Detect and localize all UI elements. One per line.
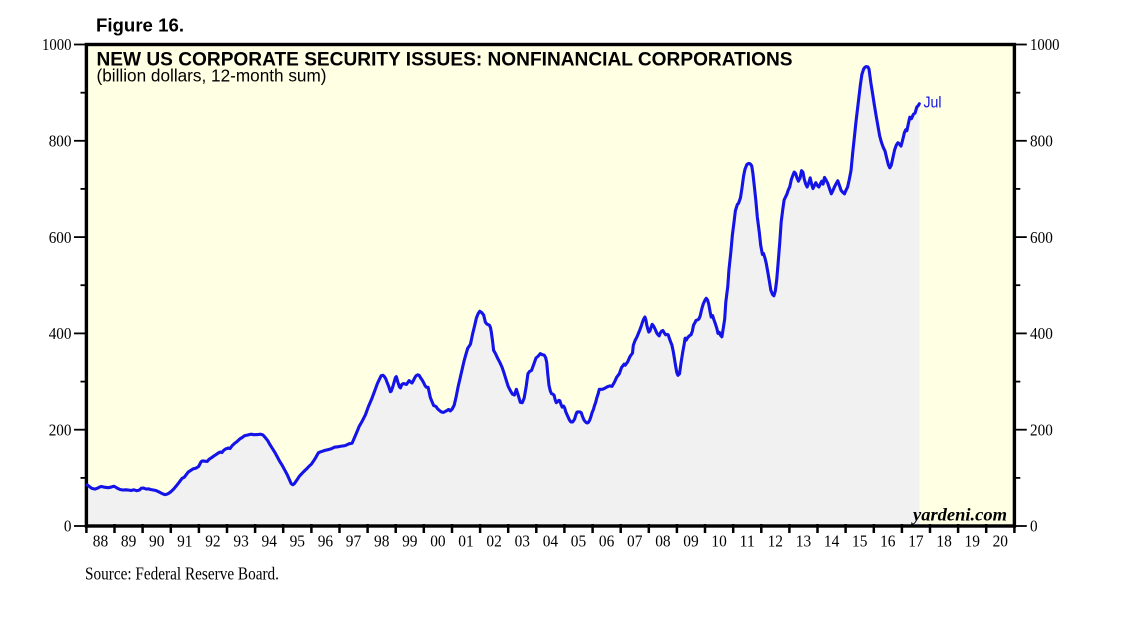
svg-text:20: 20 (993, 532, 1008, 551)
svg-text:08: 08 (655, 532, 670, 551)
svg-text:yardeni.com: yardeni.com (911, 505, 1007, 525)
svg-text:600: 600 (49, 228, 72, 247)
svg-text:99: 99 (402, 532, 417, 551)
svg-text:05: 05 (571, 532, 586, 551)
svg-text:03: 03 (515, 532, 530, 551)
svg-text:93: 93 (233, 532, 248, 551)
svg-text:0: 0 (64, 517, 72, 536)
svg-text:04: 04 (543, 532, 559, 551)
svg-text:96: 96 (318, 532, 334, 551)
svg-text:1000: 1000 (1030, 35, 1060, 54)
svg-text:10: 10 (711, 532, 726, 551)
svg-text:11: 11 (740, 532, 755, 551)
svg-text:95: 95 (290, 532, 305, 551)
svg-text:06: 06 (599, 532, 615, 551)
svg-text:18: 18 (936, 532, 951, 551)
svg-text:600: 600 (1030, 228, 1053, 247)
svg-text:89: 89 (121, 532, 136, 551)
svg-text:400: 400 (49, 324, 72, 343)
svg-text:02: 02 (486, 532, 501, 551)
svg-text:14: 14 (824, 532, 840, 551)
svg-text:400: 400 (1030, 324, 1053, 343)
svg-text:94: 94 (262, 532, 278, 551)
svg-text:200: 200 (49, 420, 72, 439)
svg-text:00: 00 (430, 532, 445, 551)
svg-text:91: 91 (177, 532, 192, 551)
svg-text:92: 92 (205, 532, 220, 551)
svg-text:19: 19 (965, 532, 980, 551)
svg-text:15: 15 (852, 532, 867, 551)
svg-text:800: 800 (49, 132, 72, 151)
svg-text:13: 13 (796, 532, 811, 551)
svg-text:98: 98 (374, 532, 389, 551)
svg-text:Jul: Jul (924, 95, 942, 112)
svg-text:NEW US CORPORATE SECURITY ISSU: NEW US CORPORATE SECURITY ISSUES: NONFIN… (97, 50, 793, 71)
svg-text:1000: 1000 (42, 35, 72, 54)
svg-text:90: 90 (149, 532, 164, 551)
svg-text:200: 200 (1030, 420, 1053, 439)
svg-text:07: 07 (627, 532, 643, 551)
svg-text:88: 88 (93, 532, 108, 551)
svg-text:0: 0 (1030, 517, 1038, 536)
svg-text:97: 97 (346, 532, 362, 551)
svg-text:09: 09 (683, 532, 698, 551)
svg-text:01: 01 (458, 532, 473, 551)
svg-text:17: 17 (908, 532, 924, 551)
svg-text:Figure 16.: Figure 16. (96, 16, 184, 36)
svg-text:(billion dollars, 12-month sum: (billion dollars, 12-month sum) (97, 66, 327, 86)
svg-text:Source: Federal Reserve Board.: Source: Federal Reserve Board. (85, 564, 279, 584)
svg-text:800: 800 (1030, 132, 1053, 151)
svg-text:16: 16 (880, 532, 896, 551)
svg-text:12: 12 (768, 532, 783, 551)
